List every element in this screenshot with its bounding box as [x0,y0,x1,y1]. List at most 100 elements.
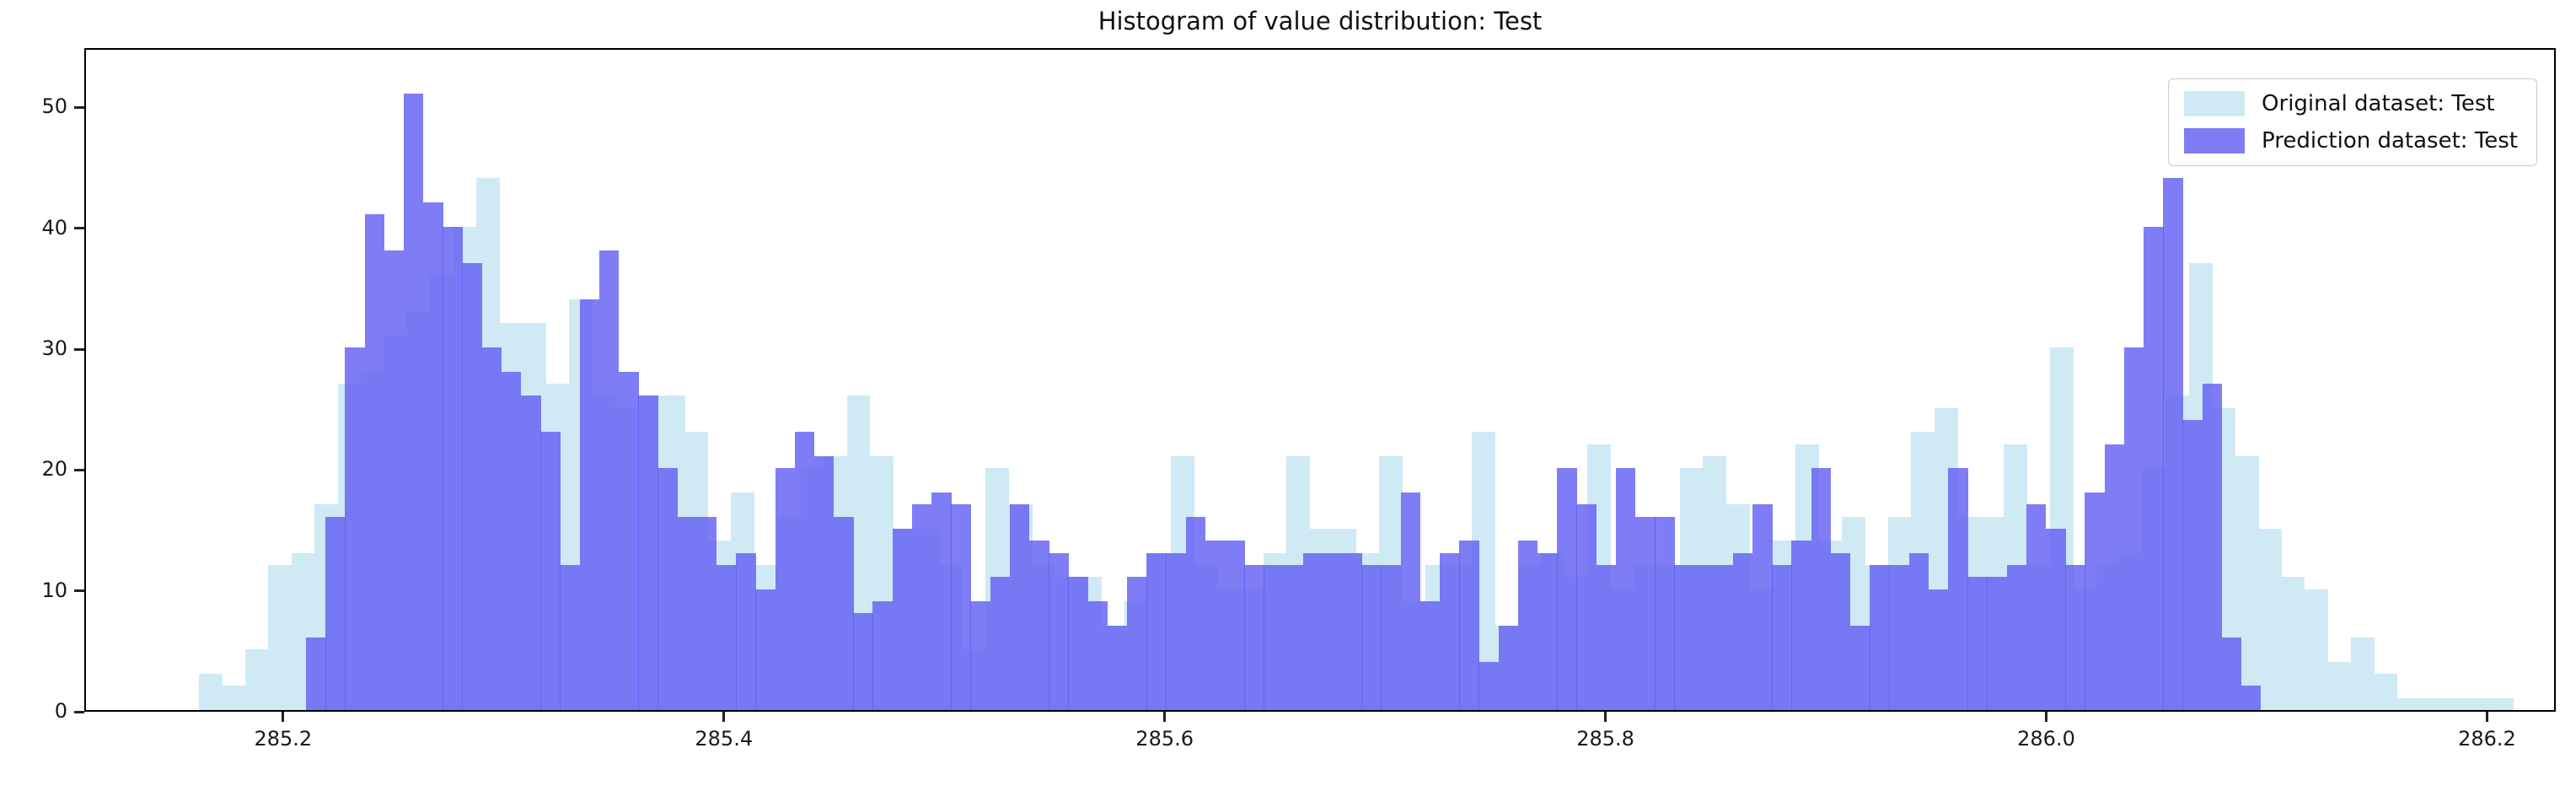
histogram-bar [638,396,658,710]
histogram-bar [2026,504,2047,710]
histogram-bar [2281,577,2305,710]
histogram-bar [1948,468,1968,710]
x-tick-label: 286.0 [2017,727,2075,751]
histogram-bar [1029,541,1049,710]
histogram-bar [198,674,223,710]
histogram-bar [1517,541,1538,710]
histogram-bar [325,516,346,710]
histogram-bar [1693,565,1715,710]
histogram-bar [2202,384,2223,710]
histogram-bar [1264,565,1284,710]
histogram-bar [1049,552,1069,710]
histogram-bar [2443,697,2467,710]
histogram-bar [2065,565,2085,710]
legend-item-prediction: Prediction dataset: Test [2184,128,2518,153]
histogram-bar [2396,697,2421,710]
histogram-bar [2085,492,2105,710]
legend-swatch-prediction [2184,128,2246,153]
histogram-bar [2466,697,2491,710]
histogram-bar [222,686,246,710]
histogram-bar [1107,625,1128,710]
histogram-bar [2104,444,2125,710]
x-tick-label: 285.2 [254,727,313,751]
histogram-bar [2489,697,2514,710]
histogram-bar [1557,468,1577,710]
histogram-bar [345,347,365,710]
histogram-bar [1440,552,1460,710]
histogram-bar [1791,541,1812,710]
histogram-bar [2351,638,2375,710]
histogram-bar [1185,516,1206,710]
histogram-bar [1302,552,1323,710]
histogram-bar [853,613,873,710]
x-tick-mark [722,712,726,722]
histogram-bar [598,250,620,710]
histogram-bar [1850,625,1870,710]
histogram-bar [716,565,737,710]
y-tick-mark [74,105,84,109]
y-tick-mark [74,468,84,471]
histogram-bar [1205,541,1226,710]
histogram-bar [1498,625,1519,710]
histogram-bar [2305,589,2328,710]
histogram-bar [677,516,698,710]
histogram-bar [1772,565,1792,710]
histogram-bar [1459,541,1479,710]
legend-item-original: Original dataset: Test [2184,91,2518,116]
y-tick-mark [74,347,84,351]
histogram-bar [1419,601,1441,710]
x-tick-label: 285.6 [1135,727,1194,751]
histogram-bar [736,552,756,710]
histogram-bar [755,589,775,710]
x-tick-label: 285.8 [1576,727,1634,751]
histogram-bar [1537,552,1558,710]
histogram-bar [1361,565,1382,710]
histogram-bar [2221,638,2242,710]
x-tick-mark [1604,712,1607,722]
histogram-bar [2374,674,2398,710]
histogram-bar [364,214,385,710]
histogram-bar [2123,347,2144,710]
histogram-bar [1732,552,1753,710]
histogram-bar [2420,697,2445,710]
histogram-bar [970,601,991,710]
x-tick-mark [282,712,285,722]
histogram-bar [384,250,405,710]
histogram-bar [1908,552,1929,710]
histogram-bar [1479,661,1499,710]
histogram-bar [1967,577,1988,710]
histogram-bar [481,347,502,710]
histogram-bar [2163,178,2183,710]
y-tick-label: 30 [41,336,67,361]
histogram-bar [931,492,952,710]
histogram-bar [423,202,443,710]
histogram-bar [521,396,541,710]
histogram-bar [579,299,600,710]
histogram-bar [657,468,678,710]
histogram-bar [1870,565,1890,710]
y-tick-mark [74,710,84,713]
histogram-bar [1576,504,1597,710]
histogram-bar [244,649,269,710]
histogram-bar [1224,541,1245,710]
histogram-bar [1987,577,2007,710]
histogram-bar [990,577,1011,710]
x-tick-label: 286.2 [2458,727,2516,751]
chart-title: Histogram of value distribution: Test [1097,7,1543,35]
histogram-bar [1674,565,1694,710]
histogram-bar [813,456,835,710]
x-tick-mark [2045,712,2047,722]
histogram-bar [268,565,292,710]
histogram-bar [892,529,913,710]
histogram-bar [1889,565,1910,710]
y-tick-label: 50 [41,94,67,119]
histogram-bar [1322,552,1343,710]
x-tick-label: 285.4 [695,727,754,751]
histogram-bar [618,371,639,710]
x-tick-mark [1163,712,1167,722]
histogram-bar [1830,552,1851,710]
histogram-bar [2327,661,2352,710]
histogram-bars-layer [86,50,2554,710]
histogram-bar [403,94,424,710]
